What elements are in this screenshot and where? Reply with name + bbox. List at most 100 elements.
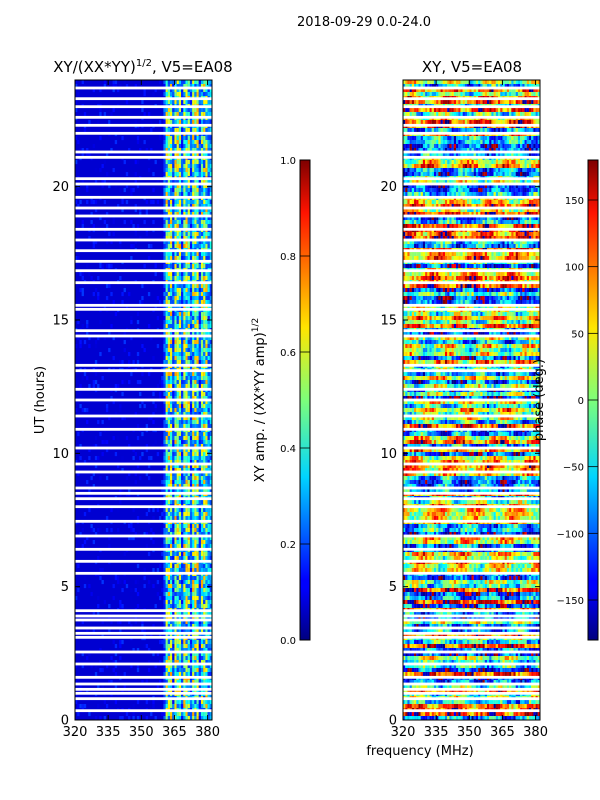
amp-cell: [200, 440, 204, 445]
amp-cell: [200, 380, 204, 385]
amp-cell: [187, 212, 190, 217]
phase-cell: [513, 112, 516, 117]
amp-cell: [185, 272, 188, 277]
phase-cell: [498, 112, 501, 117]
amp-cell: [152, 532, 155, 537]
amp-cell: [187, 552, 190, 557]
amp-cell: [158, 660, 162, 665]
phase-cell: [464, 92, 468, 97]
phase-cell: [451, 84, 454, 89]
amp-cell: [170, 652, 173, 657]
amp-cell: [196, 340, 199, 345]
amp-cell: [209, 288, 212, 293]
phase-cell: [420, 92, 423, 97]
amp-cell: [194, 604, 197, 609]
amp-cell: [119, 360, 122, 365]
phase-cell: [495, 88, 499, 93]
amp-cell: [192, 172, 195, 177]
phase-cell: [427, 108, 430, 113]
amp-cell: [192, 448, 195, 453]
amp-cell: [165, 476, 168, 481]
amp-cell: [203, 672, 206, 677]
amp-cell: [207, 236, 210, 241]
phase-cell: [500, 88, 503, 93]
amp-cell: [198, 84, 202, 89]
phase-cell: [498, 92, 501, 97]
amp-cell: [108, 616, 111, 621]
amp-cell: [194, 300, 197, 305]
amp-cell: [183, 416, 186, 421]
amp-cell: [174, 540, 177, 545]
amp-cell: [134, 204, 137, 209]
amp-cell: [176, 700, 179, 705]
amp-cell: [105, 172, 109, 177]
amp-cell: [192, 244, 195, 249]
amp-cell: [172, 316, 175, 321]
amp-cell: [167, 256, 171, 261]
amp-cell: [114, 80, 118, 85]
phase-cell: [495, 108, 499, 113]
amp-cell: [181, 224, 184, 229]
amp-cell: [178, 672, 182, 677]
amp-cell: [203, 512, 206, 517]
amp-cell: [192, 672, 195, 677]
amp-flagged-row: [75, 307, 212, 311]
amp-cell: [185, 640, 188, 645]
amp-cell: [189, 472, 193, 477]
amp-cell: [187, 576, 190, 581]
amp-cell: [181, 152, 184, 157]
amp-cell: [200, 288, 204, 293]
amp-cell: [183, 640, 186, 645]
amp-cell: [163, 272, 166, 277]
amp-cell: [192, 508, 195, 513]
amp-cell: [152, 540, 155, 545]
amp-cell: [209, 500, 212, 505]
amp-cell: [139, 404, 142, 409]
amp-cell: [189, 464, 193, 469]
phase-cell: [486, 88, 490, 93]
amp-cell: [196, 136, 199, 141]
amp-cell: [181, 440, 184, 445]
amp-cell: [194, 416, 197, 421]
amp-cell: [172, 300, 175, 305]
amp-cell: [200, 664, 204, 669]
phase-cell: [533, 112, 536, 117]
amp-cell: [165, 296, 168, 301]
phase-cell: [480, 84, 483, 89]
amp-cell: [183, 600, 186, 605]
amp-cell: [139, 476, 142, 481]
amp-cell: [200, 716, 204, 720]
amp-cell: [130, 188, 133, 193]
amp-cell: [200, 112, 204, 117]
amp-cell: [114, 384, 118, 389]
amp-cell: [209, 644, 212, 649]
amp-cell: [181, 460, 184, 465]
amp-cell: [154, 664, 157, 669]
amp-cell: [172, 596, 175, 601]
amp-cell: [207, 592, 210, 597]
amp-cell: [200, 460, 204, 465]
amp-cell: [178, 348, 182, 353]
amp-cell: [94, 180, 98, 185]
amp-cell: [196, 600, 199, 605]
amp-cell: [170, 400, 173, 405]
amp-cell: [181, 300, 184, 305]
amp-cell: [183, 188, 186, 193]
amp-cell: [192, 640, 195, 645]
amp-cell: [178, 224, 182, 229]
amp-cell: [172, 508, 175, 513]
amp-cell: [176, 516, 179, 521]
amp-cell: [183, 684, 186, 689]
amp-cell: [176, 120, 179, 125]
amp-cell: [130, 372, 133, 377]
amp-cell: [187, 440, 190, 445]
amp-flagged-row: [75, 303, 212, 307]
amp-cell: [97, 420, 100, 425]
amp-cell: [132, 188, 135, 193]
amp-cell: [207, 184, 210, 189]
amp-cell: [128, 380, 131, 385]
amp-cell: [163, 320, 166, 325]
amp-cell: [141, 400, 144, 405]
amp-cell: [172, 528, 175, 533]
amp-cell: [165, 128, 168, 133]
